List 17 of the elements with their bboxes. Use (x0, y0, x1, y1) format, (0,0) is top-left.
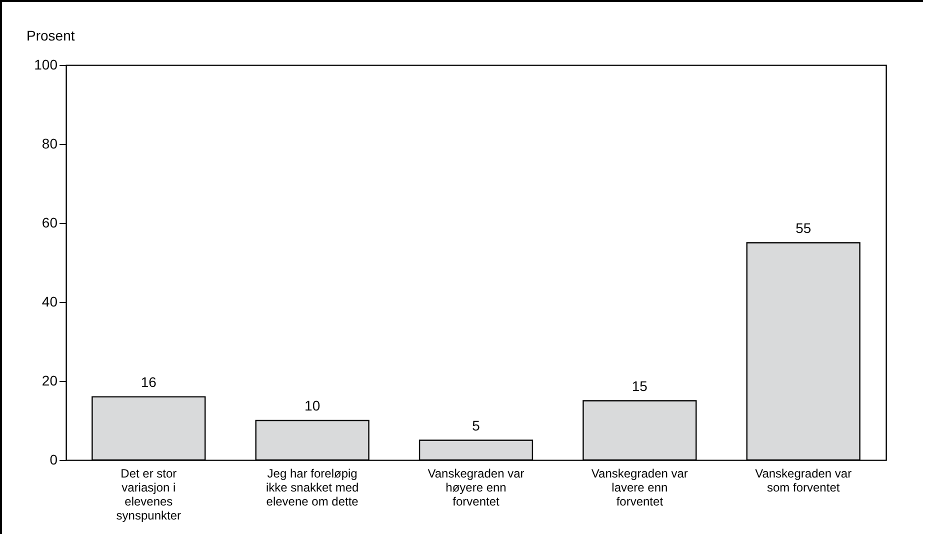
data-label: 15 (632, 378, 648, 394)
x-tick-label: Jeg har foreløpig ikke snakket med elevene om dette (266, 466, 359, 508)
y-tick-label: 80 (42, 136, 58, 152)
y-tick-label: 20 (42, 372, 58, 388)
y-tick-label: 40 (42, 294, 58, 310)
y-tick-label: 60 (42, 214, 58, 230)
x-tick-label: Vanskegraden var som forventet (755, 466, 852, 494)
y-tick-label: 0 (50, 452, 58, 468)
data-label: 16 (140, 374, 157, 390)
data-label: 10 (304, 398, 320, 414)
x-tick-label: Det er stor variasjon i elevenes synspunkter (116, 466, 182, 522)
data-label: 5 (472, 417, 480, 434)
y-axis-title: Prosent (26, 28, 75, 44)
y-tick-label: 100 (34, 56, 58, 72)
data-label: 55 (796, 220, 812, 236)
x-tick-label: Vanskegraden var lavere enn forventet (591, 466, 688, 508)
x-tick-label: Vanskegraden var høyere enn forventet (428, 466, 524, 508)
